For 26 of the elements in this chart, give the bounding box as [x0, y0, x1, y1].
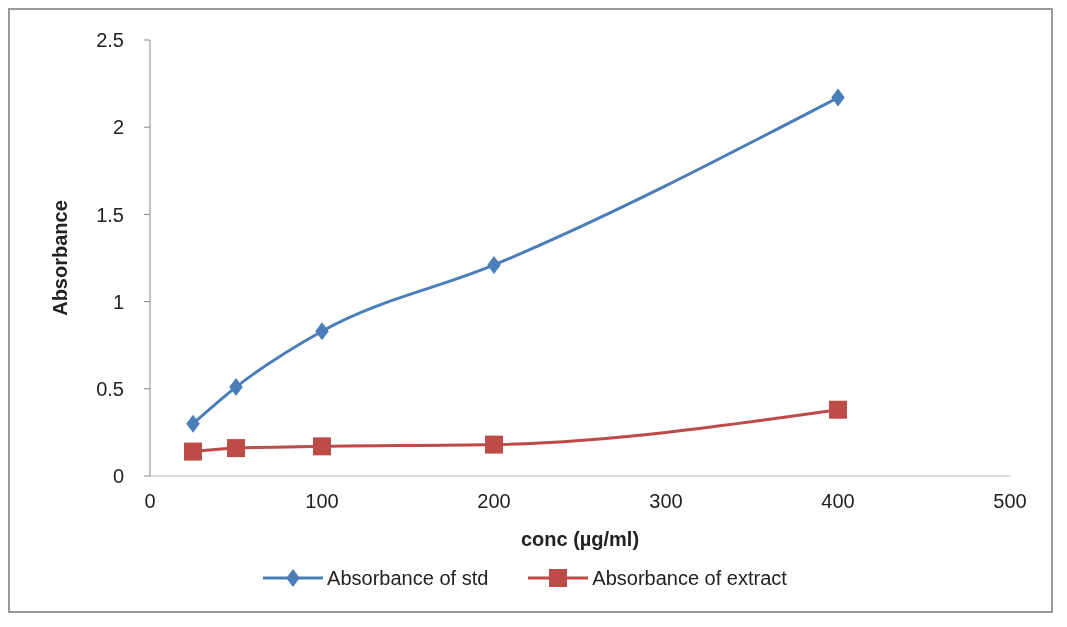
y-tick-label: 0 [112, 465, 124, 488]
x-tick-label: 100 [305, 490, 339, 513]
x-tick-label: 200 [477, 490, 511, 513]
y-tick-label: 0.5 [96, 377, 124, 400]
x-tick-label: 500 [993, 490, 1027, 513]
point [315, 322, 329, 341]
x-tick-label: 300 [649, 490, 683, 513]
y-tick-label: 1.5 [96, 203, 124, 226]
point [487, 255, 501, 274]
point [831, 88, 845, 107]
point [186, 414, 200, 433]
x-axis-title: conc (µg/ml) [520, 528, 640, 550]
y-tick-label: 2 [112, 116, 124, 139]
point [829, 400, 847, 419]
y-tick-label: 1 [112, 290, 124, 313]
point [184, 442, 202, 461]
legend-label: Absorbance of extract [592, 566, 787, 590]
y-tick-label: 2.5 [96, 29, 124, 52]
x-tick-label: 400 [821, 490, 855, 513]
point [313, 437, 331, 456]
legend-label: Absorbance of std [327, 566, 489, 590]
point [485, 435, 503, 454]
y-axis-title: Absorbance [49, 200, 72, 316]
point [227, 439, 245, 458]
point [229, 378, 243, 397]
x-tick-label: 0 [144, 490, 156, 513]
